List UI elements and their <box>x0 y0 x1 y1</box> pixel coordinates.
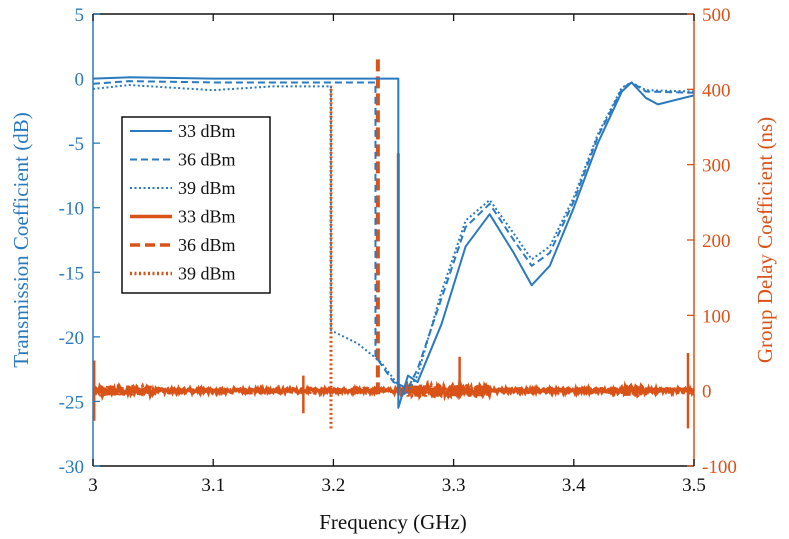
transmission-traces <box>93 76 694 409</box>
transmission-line-dotted <box>93 81 694 396</box>
left-tick-label: -25 <box>59 392 84 413</box>
left-tick-label: 0 <box>75 70 85 91</box>
left-axis-title: Transmission Coefficient (dB) <box>9 112 33 368</box>
x-tick-label: 3.5 <box>682 475 706 496</box>
left-tick-label: -5 <box>68 134 84 155</box>
legend-label-0: 33 dBm <box>178 121 236 141</box>
x-tick-label: 3.4 <box>562 475 586 496</box>
x-tick-label: 3.2 <box>322 475 346 496</box>
left-tick-label: -10 <box>59 199 84 220</box>
right-tick-label: 200 <box>702 231 731 252</box>
legend-box <box>121 116 271 294</box>
right-axis-title: Group Delay Coefficient (ns) <box>753 117 777 363</box>
legend-label-1: 36 dBm <box>178 150 236 170</box>
legend-label-3: 33 dBm <box>178 207 236 227</box>
right-tick-label: 0 <box>702 382 712 403</box>
x-axis-title: Frequency (GHz) <box>319 510 467 534</box>
right-tick-label: 400 <box>702 80 731 101</box>
left-tick-label: -15 <box>59 263 84 284</box>
x-tick-label: 3.3 <box>442 475 466 496</box>
right-tick-label: 100 <box>702 306 731 327</box>
left-tick-label: -20 <box>59 328 84 349</box>
group-delay-line-dotted <box>93 379 694 401</box>
right-tick-label: 300 <box>702 156 731 177</box>
transmission-line-dashed <box>93 80 694 390</box>
legend: 33 dBm 36 dBm 39 dBm 33 dBm 36 dBm 39 dBm <box>121 116 271 294</box>
x-ticks: 3 3.1 3.2 3.3 3.4 3.5 <box>88 14 706 496</box>
left-tick-label: -30 <box>59 457 84 478</box>
right-ticks: 500 400 300 200 100 0 -100 <box>687 5 737 478</box>
right-tick-label: -100 <box>702 457 737 478</box>
legend-label-5: 39 dBm <box>178 264 236 284</box>
left-ticks: 5 0 -5 -10 -15 -20 -25 -30 <box>59 5 100 478</box>
legend-label-4: 36 dBm <box>178 235 236 255</box>
x-tick-label: 3 <box>88 475 98 496</box>
x-tick-label: 3.1 <box>201 475 225 496</box>
left-tick-label: 5 <box>75 5 85 26</box>
right-tick-label: 500 <box>702 5 731 26</box>
legend-label-2: 39 dBm <box>178 178 236 198</box>
